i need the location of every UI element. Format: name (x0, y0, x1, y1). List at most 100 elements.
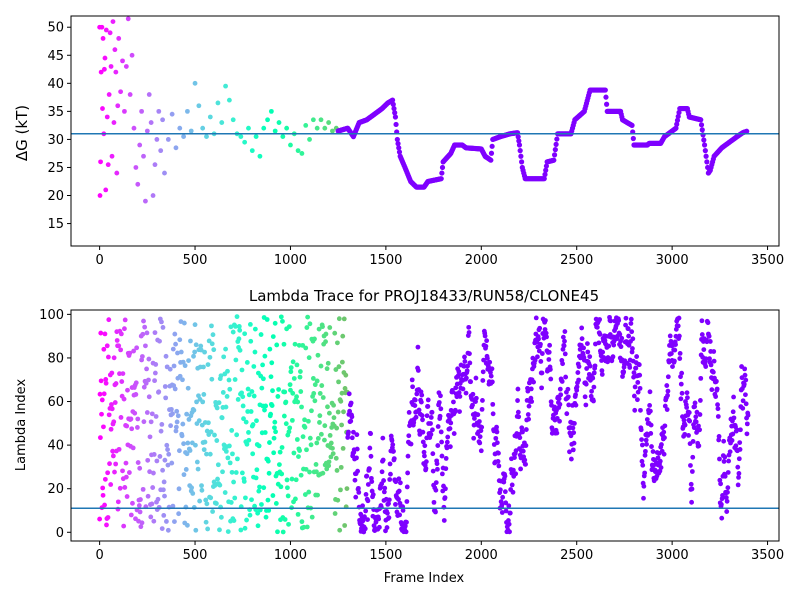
lambda-point (125, 387, 130, 393)
lambda-point (246, 437, 252, 443)
delta-g-point (106, 92, 112, 97)
lambda-point (418, 399, 424, 405)
lambda-point (127, 350, 133, 356)
lambda-point (168, 406, 174, 412)
delta-g-point (181, 134, 186, 140)
lambda-point (621, 369, 627, 375)
lambda-point (639, 442, 645, 448)
lambda-point (416, 407, 422, 413)
lambda-point (269, 360, 275, 366)
lambda-point (443, 456, 449, 461)
lambda-point (319, 383, 325, 388)
lambda-point (270, 388, 275, 394)
lambda-point (471, 435, 477, 441)
lambda-point (637, 385, 643, 391)
lambda-point (199, 487, 205, 493)
lambda-point (108, 482, 114, 487)
lambda-point (170, 411, 175, 417)
lambda-point (675, 323, 681, 329)
lambda-point (599, 368, 605, 374)
y-tick-label: 0 (56, 526, 64, 541)
lambda-point (404, 484, 410, 490)
lambda-point (193, 442, 198, 448)
lambda-point (557, 418, 562, 424)
lambda-point (737, 447, 743, 452)
lambda-point (479, 424, 485, 430)
lambda-point (539, 351, 545, 356)
lambda-point (705, 320, 711, 326)
lambda-point (305, 314, 311, 320)
lambda-point (570, 425, 576, 431)
y-tick-label: 45 (47, 49, 64, 64)
delta-g-point (133, 165, 139, 170)
delta-g-point (107, 30, 113, 36)
lambda-point (412, 403, 418, 408)
lambda-point (641, 483, 647, 489)
delta-g-point (108, 64, 114, 69)
lambda-point (435, 443, 441, 448)
lambda-point (367, 445, 373, 451)
lambda-point (690, 454, 696, 460)
lambda-y-ticks: 0 20 40 60 80 100 (39, 308, 71, 541)
lambda-point (139, 354, 145, 359)
lambda-point (679, 390, 685, 396)
lambda-point (539, 370, 545, 376)
lambda-point (336, 379, 341, 385)
delta-g-point (127, 92, 133, 97)
lambda-point (439, 453, 445, 459)
delta-g-point (150, 193, 156, 198)
lambda-point (429, 409, 435, 415)
lambda-point (423, 459, 429, 465)
lambda-point (338, 487, 343, 493)
lambda-point (546, 357, 552, 362)
lambda-point (294, 437, 300, 442)
lambda-point (506, 521, 512, 527)
lambda-point (302, 417, 307, 423)
lambda-point (557, 386, 563, 392)
lambda-point (296, 342, 302, 348)
lambda-point (422, 443, 428, 449)
lambda-point (341, 316, 347, 322)
lambda-point (633, 365, 639, 371)
lambda-point (576, 364, 582, 369)
lambda-point (715, 414, 721, 419)
lambda-point (203, 497, 209, 503)
delta-g-y-ticks: 15 20 25 30 35 40 45 50 (47, 21, 71, 232)
lambda-point (176, 511, 182, 517)
lambda-point (341, 409, 346, 415)
lambda-point (151, 518, 157, 524)
lambda-point (573, 402, 579, 408)
lambda-point (129, 426, 135, 432)
delta-g-point (515, 134, 521, 140)
lambda-point (302, 492, 308, 497)
lambda-point (380, 457, 386, 463)
delta-g-point (139, 108, 145, 114)
delta-g-point (162, 170, 167, 176)
lambda-point (159, 319, 164, 325)
lambda-point (120, 371, 126, 377)
lambda-point (239, 367, 245, 373)
lambda-point (735, 482, 741, 488)
lambda-point (562, 338, 567, 344)
delta-g-point (156, 108, 162, 114)
lambda-point (473, 395, 479, 401)
lambda-point (210, 332, 216, 338)
lambda-point (210, 509, 216, 514)
lambda-point (353, 494, 359, 500)
lambda-point (736, 475, 741, 480)
lambda-point (135, 425, 140, 430)
lambda-point (594, 324, 600, 330)
lambda-point (452, 407, 458, 413)
lambda-chart-title: Lambda Trace for PROJ18433/RUN58/CLONE45 (249, 287, 599, 305)
delta-g-point (517, 148, 523, 154)
lambda-point (742, 366, 748, 372)
lambda-point (249, 389, 255, 394)
lambda-point (205, 362, 211, 368)
lambda-point (262, 430, 268, 435)
lambda-point (362, 526, 368, 532)
lambda-point (684, 395, 690, 401)
lambda-point (212, 432, 217, 438)
lambda-point (323, 339, 328, 345)
lambda-point (255, 523, 261, 529)
